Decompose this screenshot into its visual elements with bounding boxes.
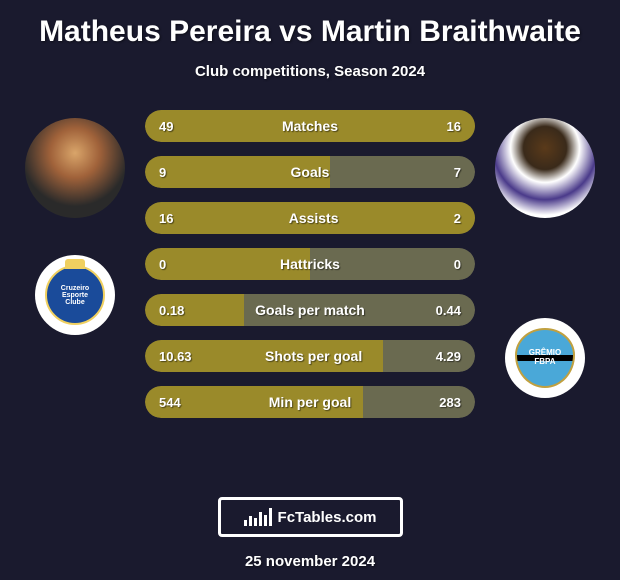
stats-list: 49Matches169Goals716Assists20Hattricks00… [145,110,475,418]
brand-bar-icon [264,515,267,526]
brand-bars-icon [244,508,272,526]
page-subtitle: Club competitions, Season 2024 [195,63,425,80]
brand-bar-icon [269,508,272,526]
stat-value-right: 0.44 [436,303,461,318]
stat-value-right: 2 [454,211,461,226]
stat-value-left: 544 [159,395,181,410]
stat-row: 0 Hattricks 0 [145,248,475,280]
stat-value-left: 16 [159,211,173,226]
stat-row: 0.18 Goals per match 0.44 [145,294,475,326]
brand-bar-icon [254,518,257,526]
stat-value-left: 49 [159,119,173,134]
stat-row: 49 Matches 16 [145,110,475,142]
stat-value-right: 7 [454,165,461,180]
main-area: Cruzeiro Esporte Clube GRÊMIO FBPA 49Mat… [15,100,605,157]
footer-date: 25 november 2024 [245,553,375,570]
brand-bar-icon [244,520,247,526]
page-title: Matheus Pereira vs Martin Braithwaite [39,15,581,49]
stat-value-left: 10.63 [159,349,192,364]
stat-row: 16 Assists 2 [145,202,475,234]
stat-row: 10.63 Shots per goal 4.29 [145,340,475,372]
stat-value-left: 0 [159,257,166,272]
stat-value-right: 4.29 [436,349,461,364]
stat-value-right: 0 [454,257,461,272]
stat-label: Assists [289,210,339,226]
stat-row: 9 Goals 7 [145,156,475,188]
stat-label: Matches [282,118,338,134]
stat-label: Hattricks [280,256,340,272]
root: Matheus Pereira vs Martin Braithwaite Cl… [0,0,620,580]
club-right-badge: GRÊMIO FBPA [505,318,585,398]
stat-label: Goals [291,164,330,180]
stat-label: Goals per match [255,302,365,318]
stat-label: Shots per goal [265,348,362,364]
stat-value-left: 9 [159,165,166,180]
player-right-avatar [495,118,595,218]
stat-value-right: 283 [439,395,461,410]
brand-bar-icon [249,516,252,526]
stat-value-left: 0.18 [159,303,184,318]
player-left-avatar [25,118,125,218]
club-left-label: Cruzeiro Esporte Clube [61,285,89,306]
stat-row: 544 Min per goal 283 [145,386,475,418]
brand-text: FcTables.com [278,509,377,526]
cruzeiro-badge-icon: Cruzeiro Esporte Clube [45,265,105,325]
gremio-badge-icon: GRÊMIO FBPA [515,328,575,388]
brand-logo[interactable]: FcTables.com [218,497,403,537]
stat-label: Min per goal [269,394,351,410]
club-right-label: GRÊMIO FBPA [529,349,561,367]
brand-bar-icon [259,512,262,526]
club-left-badge: Cruzeiro Esporte Clube [35,255,115,335]
stat-bar-right [383,340,475,372]
stat-value-right: 16 [447,119,461,134]
